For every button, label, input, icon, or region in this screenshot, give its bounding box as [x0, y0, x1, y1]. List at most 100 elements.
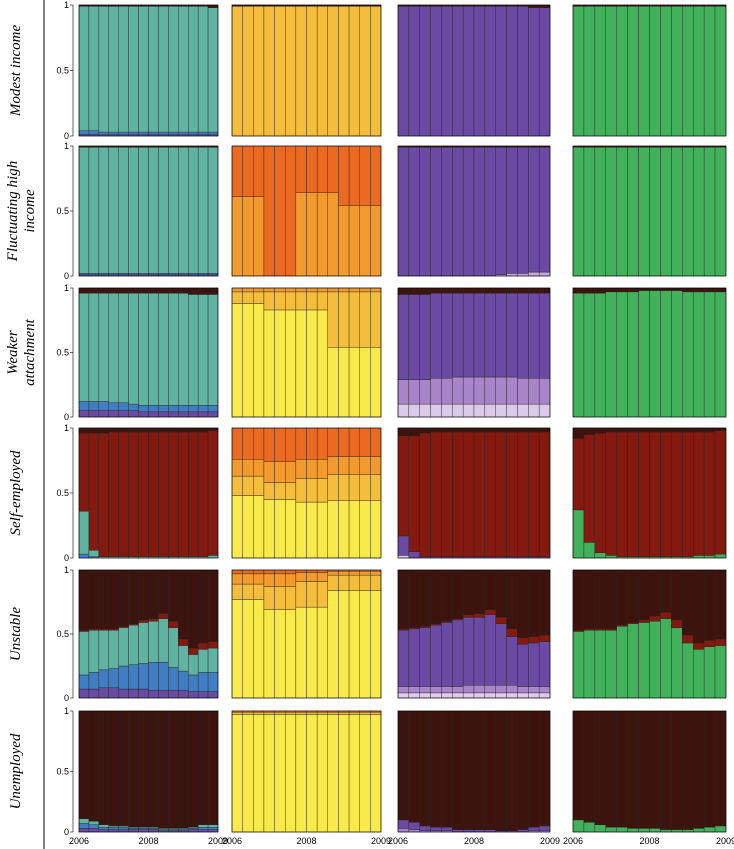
bar-segment [441, 292, 453, 379]
bar-segment [197, 411, 209, 418]
panel-frame [572, 145, 727, 277]
bar-segment [495, 569, 507, 618]
bar-segment [348, 347, 360, 418]
bar-segment [118, 410, 129, 418]
bar-segment [338, 712, 350, 715]
bar-segment [158, 613, 169, 619]
bar-segment [316, 572, 328, 582]
bar-segment [348, 6, 360, 137]
bar-segment [359, 590, 371, 699]
bar-segment [88, 710, 100, 822]
bar-segment [714, 430, 727, 555]
bar-segment [138, 431, 149, 557]
bar-segment [158, 690, 169, 699]
bar-segment [370, 474, 382, 501]
bar-segment [660, 710, 672, 830]
bar-segment [118, 688, 129, 699]
bar-segment [397, 692, 410, 699]
bar-segment [572, 427, 585, 439]
bar-segment [408, 435, 420, 552]
bar-segment [528, 7, 540, 137]
bar-segment [138, 569, 149, 621]
bar-segment [348, 714, 360, 833]
bar-segment [327, 427, 339, 457]
panel-frame [231, 287, 382, 418]
bar-segment [274, 482, 286, 500]
bar-segment [517, 637, 529, 645]
bar-segment [359, 456, 371, 476]
bar-segment [348, 145, 360, 206]
bar-segment [649, 287, 661, 291]
bar-segment [148, 710, 159, 828]
bar-segment [88, 629, 100, 673]
bar-segment [338, 574, 350, 591]
bar-segment [98, 433, 109, 557]
bar-segment [242, 712, 254, 715]
bar-segment [285, 6, 297, 137]
x-tick-label: 2008 [296, 836, 316, 846]
x-tick-label: 2006 [222, 836, 242, 846]
bar-segment [528, 642, 540, 687]
bar-segment [274, 6, 286, 137]
bar-segment [178, 287, 189, 294]
bar-segment [295, 478, 307, 503]
bar-segment [188, 569, 199, 649]
bar-segment [693, 6, 705, 137]
bar-segment [98, 829, 109, 833]
bar-segment [207, 405, 219, 413]
bar-segment [285, 427, 297, 462]
bar-segment [605, 710, 617, 828]
bar-segment [452, 569, 464, 619]
bar-segment [627, 147, 639, 277]
bar-segment [207, 131, 219, 135]
bar-segment [682, 829, 694, 833]
bar-segment [168, 131, 179, 135]
bar-segment [327, 456, 339, 476]
panel: 00.51 [56, 565, 219, 703]
bar-segment [583, 822, 596, 833]
bar-segment [583, 434, 596, 543]
bar-segment [538, 7, 551, 137]
bar-segment [274, 569, 286, 575]
bar-segment [138, 427, 149, 433]
bar-segment [693, 569, 705, 644]
bar-segment [714, 569, 727, 640]
bar-segment [274, 427, 286, 462]
bar-segment [158, 147, 169, 274]
bar-segment [118, 829, 129, 833]
bar-segment [506, 569, 518, 630]
bar-segment [484, 147, 496, 277]
bar-segment [517, 829, 529, 833]
bar-segment [316, 501, 328, 559]
bar-segment [495, 623, 507, 686]
bar-segment [359, 6, 371, 137]
bar-segment [108, 6, 119, 133]
bar-segment [441, 431, 453, 557]
bar-segment [108, 826, 119, 830]
bar-segment [78, 710, 90, 819]
y-tick-label: 0 [64, 412, 69, 422]
bar-segment [484, 427, 496, 433]
bar-segment [462, 569, 475, 615]
bar-segment [253, 287, 265, 293]
bar-segment [253, 475, 265, 496]
bar-segment [583, 6, 596, 137]
bar-segment [605, 629, 617, 699]
bar-segment [263, 586, 275, 610]
bar-segment [638, 569, 650, 621]
bar-segment [197, 569, 209, 644]
bar-segment [528, 271, 540, 277]
bar-segment [638, 619, 650, 623]
bar-segment [430, 569, 442, 624]
bar-segment [714, 645, 727, 699]
y-tick-label: 0 [64, 271, 69, 281]
bar-segment [88, 6, 100, 131]
bar-segment [108, 569, 119, 630]
bar-segment [148, 431, 159, 557]
bar-segment [158, 569, 169, 614]
bar-segment [506, 692, 518, 699]
panel-frame [231, 4, 382, 137]
bar-segment [295, 459, 307, 479]
bar-segment [327, 590, 339, 699]
bar-segment [138, 147, 149, 274]
